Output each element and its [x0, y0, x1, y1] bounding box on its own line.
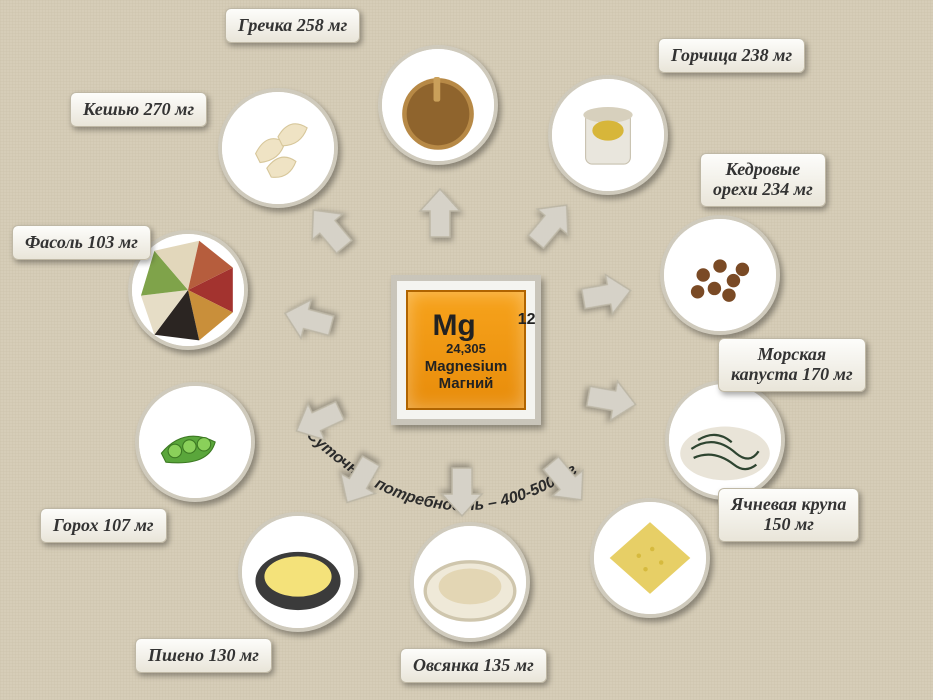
arrow-icon: [432, 460, 492, 520]
label-grechka: Гречка 258 мг: [225, 8, 360, 43]
food-circle-keshew: [218, 88, 338, 208]
arrow-icon: [508, 183, 593, 268]
arrow-icon: [523, 438, 608, 523]
element-symbol: Mg: [432, 309, 475, 343]
center-element-tile: Mg 12 24,305 Magnesium Магний: [391, 275, 541, 425]
arrow-icon: [575, 365, 645, 435]
label-fasol: Фасоль 103 мг: [12, 225, 151, 260]
arrow-icon: [319, 439, 401, 521]
element-name-en: Magnesium: [425, 358, 508, 375]
element-inner: Mg 12 24,305 Magnesium Магний: [406, 290, 526, 410]
label-goroh: Горох 107 мг: [40, 508, 167, 543]
food-circle-morkap: [665, 380, 785, 500]
element-atomic-mass: 24,305: [446, 341, 486, 356]
element-atomic-number: 12: [518, 311, 536, 329]
label-kedr: Кедровыеорехи 234 мг: [700, 153, 826, 207]
food-circle-goroh: [135, 382, 255, 502]
label-gorchica: Горчица 238 мг: [658, 38, 805, 73]
element-name-ru: Магний: [439, 375, 494, 392]
food-circle-psheno: [238, 512, 358, 632]
label-yachn: Ячневая крупа150 мг: [718, 488, 859, 542]
label-psheno: Пшено 130 мг: [135, 638, 272, 673]
arrow-icon: [410, 185, 470, 245]
food-circle-grechka: [378, 45, 498, 165]
label-morkap: Морскаякапуста 170 мг: [718, 338, 866, 392]
food-circle-yachn: [590, 498, 710, 618]
label-ovsyanka: Овсянка 135 мг: [400, 648, 547, 683]
arrow-icon: [273, 283, 346, 356]
food-circle-kedr: [660, 215, 780, 335]
arrow-icon: [570, 260, 640, 330]
food-circle-gorchica: [548, 75, 668, 195]
food-circle-ovsyanka: [410, 522, 530, 642]
label-keshew: Кешью 270 мг: [70, 92, 207, 127]
